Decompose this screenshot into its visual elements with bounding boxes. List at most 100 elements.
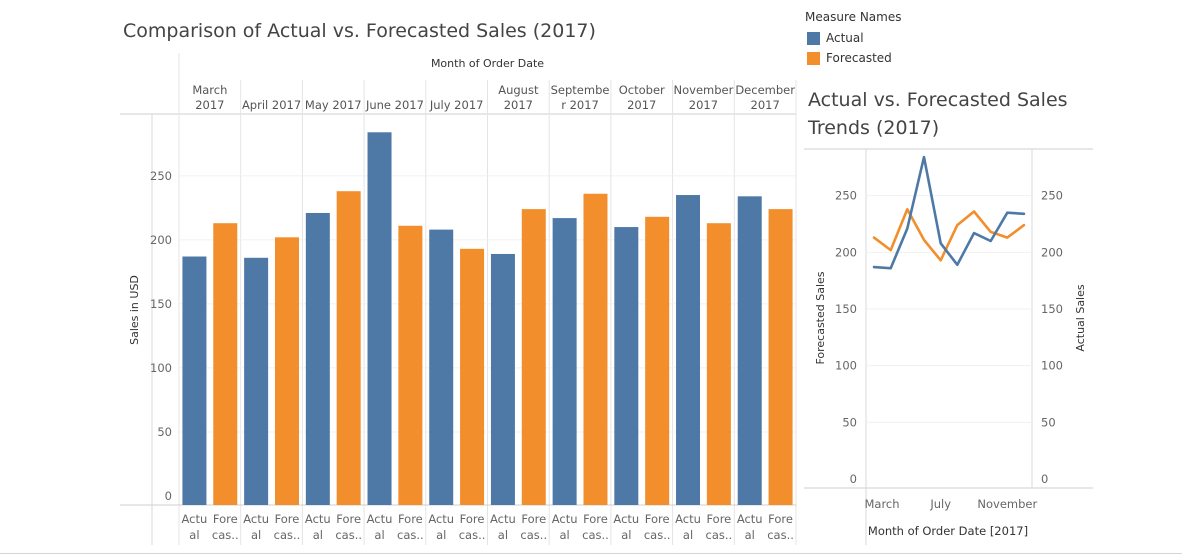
month-label: December — [735, 83, 795, 97]
y-tick-label: 0 — [165, 489, 172, 503]
line-actual — [872, 155, 1026, 270]
y-left-axis-title: Forecasted Sales — [814, 271, 827, 364]
bar-label: Actu — [367, 512, 393, 526]
bar-label: Actu — [182, 512, 208, 526]
bar-label: al — [683, 528, 693, 542]
bar-label: Fore — [460, 512, 485, 526]
month-label: August — [498, 83, 539, 97]
bar-label: Actu — [737, 512, 763, 526]
bar-label: cas.. — [212, 528, 239, 542]
bar-label: cas.. — [706, 528, 733, 542]
bar-label: Fore — [275, 512, 300, 526]
y-right-tick-label: 200 — [1041, 245, 1063, 259]
bar-label: Actu — [490, 512, 516, 526]
bar-forecasted — [336, 191, 361, 505]
y-left-tick-label: 100 — [835, 359, 857, 373]
month-label: 2017 — [689, 98, 718, 112]
month-label: 2017 — [627, 98, 656, 112]
bar-actual — [552, 218, 577, 506]
bar-label: Fore — [706, 512, 731, 526]
line-chart-title: Actual vs. Forecasted Sales Trends (2017… — [808, 89, 1068, 139]
bar-label: Fore — [398, 512, 423, 526]
y-tick-label: 100 — [150, 361, 172, 375]
month-label: June 2017 — [365, 98, 424, 112]
y-tick-label: 50 — [157, 425, 172, 439]
y-axis-title: Sales in USD — [128, 275, 141, 345]
bar-chart-title: Comparison of Actual vs. Forecasted Sale… — [123, 20, 596, 42]
bar-forecasted — [213, 223, 238, 506]
bar-actual — [182, 256, 207, 505]
bar-actual — [490, 253, 515, 505]
bar-label: al — [251, 528, 261, 542]
bar-actual — [367, 132, 392, 505]
bar-label: al — [621, 528, 631, 542]
month-label: Septembe — [551, 83, 610, 97]
bar-forecasted — [706, 223, 731, 506]
legend-label-actual: Actual — [826, 31, 864, 45]
column-header-title: Month of Order Date — [431, 57, 544, 70]
bar-forecasted — [274, 237, 299, 505]
month-label: r 2017 — [561, 98, 599, 112]
y-right-axis-title: Actual Sales — [1074, 284, 1087, 352]
bar-label: Actu — [613, 512, 639, 526]
y-tick-label: 150 — [150, 297, 172, 311]
bar-actual — [429, 229, 454, 506]
bar-label: cas.. — [767, 528, 794, 542]
x-axis-title: Month of Order Date [2017] — [868, 524, 1028, 538]
month-label: November — [674, 83, 734, 97]
bar-label: cas.. — [520, 528, 547, 542]
x-tick-label: November — [977, 497, 1037, 511]
month-label: 2017 — [751, 98, 780, 112]
bar-label: Actu — [675, 512, 701, 526]
legend-title: Measure Names — [805, 10, 902, 24]
legend-item-forecasted[interactable]: Forecasted — [805, 48, 901, 68]
bar-label: Fore — [336, 512, 361, 526]
bar-forecasted — [768, 209, 793, 505]
legend: Measure Names Actual Forecasted — [805, 10, 901, 68]
y-tick-label: 200 — [150, 233, 172, 247]
bar-label: cas.. — [582, 528, 609, 542]
y-left-tick-label: 50 — [842, 415, 857, 429]
bar-actual — [737, 196, 762, 505]
bar-forecasted — [583, 193, 608, 505]
bar-forecasted — [460, 248, 485, 505]
month-label: March — [192, 83, 227, 97]
line-forecasted — [872, 208, 1026, 262]
bar-label: Fore — [768, 512, 793, 526]
month-label: July 2017 — [429, 98, 484, 112]
month-label: 2017 — [504, 98, 533, 112]
legend-swatch-forecasted — [807, 51, 820, 65]
y-left-tick-label: 200 — [835, 245, 857, 259]
legend-item-actual[interactable]: Actual — [805, 28, 901, 48]
month-label: May 2017 — [305, 98, 362, 112]
bar-label: Fore — [645, 512, 670, 526]
month-label: April 2017 — [242, 98, 301, 112]
y-right-tick-label: 150 — [1041, 302, 1063, 316]
bar-label: al — [313, 528, 323, 542]
bar-label: Fore — [583, 512, 608, 526]
bar-forecasted — [645, 216, 670, 506]
bar-actual — [614, 227, 639, 506]
y-right-tick-label: 100 — [1041, 359, 1063, 373]
y-left-tick-label: 250 — [835, 189, 857, 203]
bar-actual — [244, 257, 269, 505]
bar-forecasted — [398, 225, 423, 506]
y-left-tick-label: 150 — [835, 302, 857, 316]
bar-label: Fore — [213, 512, 238, 526]
x-tick-label: March — [864, 497, 899, 511]
bar-label: Actu — [305, 512, 331, 526]
bar-label: cas.. — [335, 528, 362, 542]
bar-label: al — [560, 528, 570, 542]
y-right-tick-label: 250 — [1041, 189, 1063, 203]
y-tick-label: 250 — [150, 169, 172, 183]
bar-label: Actu — [428, 512, 454, 526]
bottom-divider — [0, 553, 1182, 554]
month-label: October — [619, 83, 665, 97]
bar-label: Actu — [552, 512, 578, 526]
bar-actual — [305, 212, 330, 505]
bar-label: al — [745, 528, 755, 542]
month-label: 2017 — [195, 98, 224, 112]
bar-label: al — [436, 528, 446, 542]
